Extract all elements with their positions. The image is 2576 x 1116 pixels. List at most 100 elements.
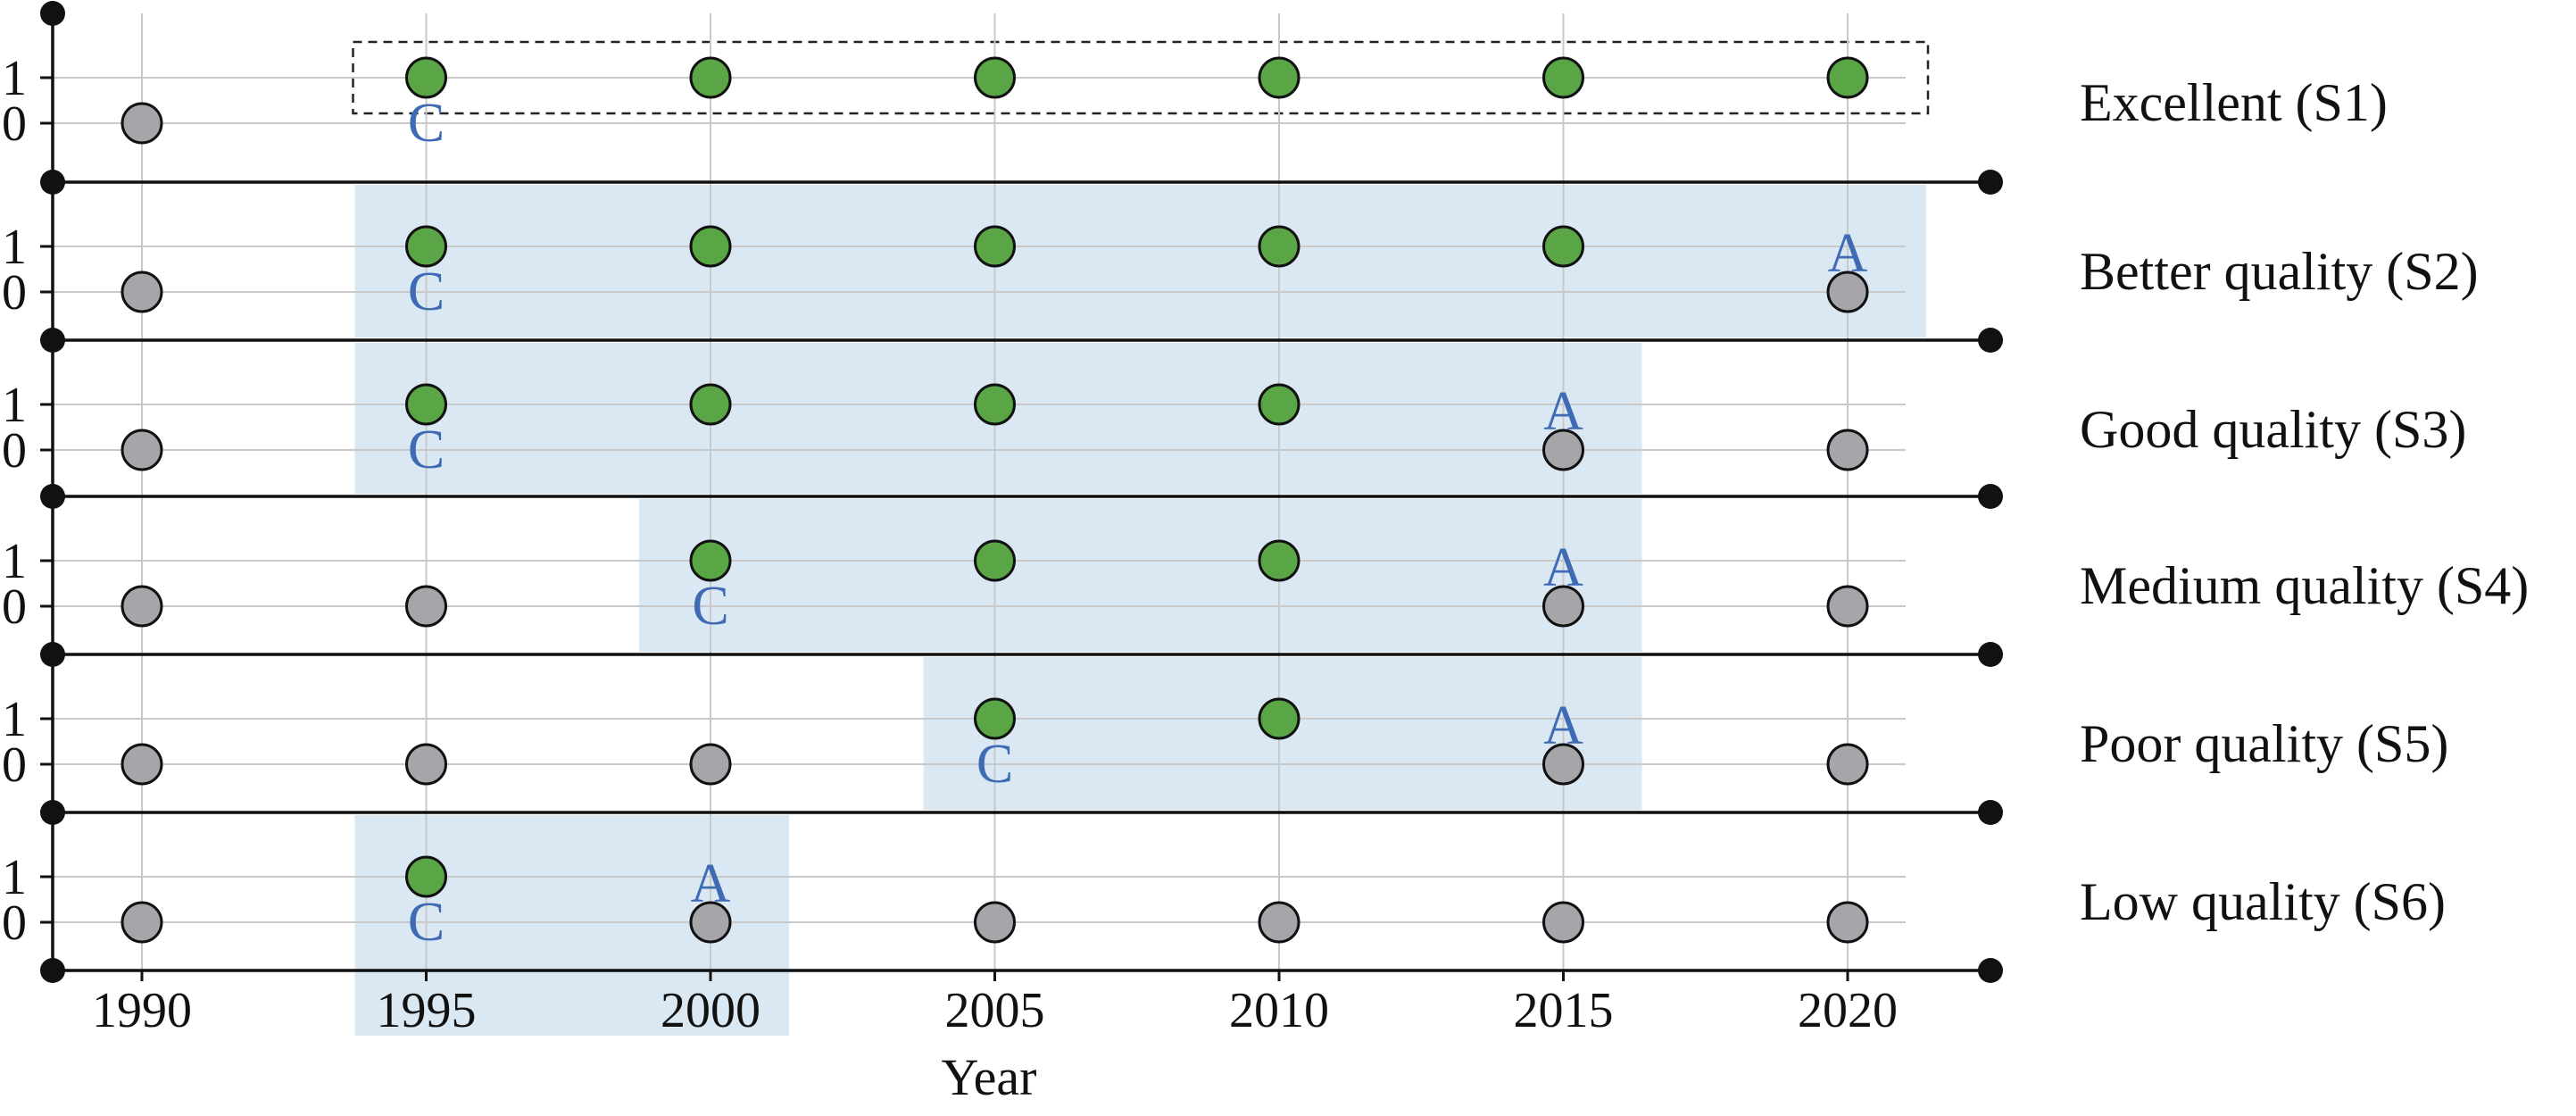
shaded-span-s4 xyxy=(639,499,1642,652)
separator-left-dot-2 xyxy=(40,328,65,353)
separator-right-dot-4 xyxy=(1978,642,2003,667)
separator-right-dot-3 xyxy=(1978,484,2003,509)
dashed-span-box-s1 xyxy=(352,40,1930,115)
marker-a-s5-2015: A xyxy=(1543,695,1583,756)
data-point-s6-1995 xyxy=(405,855,447,898)
data-point-s5-2020 xyxy=(1826,743,1869,786)
y-tick-label-s1-0: 0 xyxy=(2,96,27,152)
marker-c-s4-2000: C xyxy=(692,576,728,637)
separator-left-dot-1 xyxy=(40,170,65,195)
data-point-s4-1995 xyxy=(405,585,447,628)
data-point-s4-2005 xyxy=(974,539,1016,582)
data-point-s2-1990 xyxy=(120,271,163,313)
data-point-s4-2000 xyxy=(689,539,732,582)
separator-right-dot-6 xyxy=(1978,958,2003,983)
y-tick-label-s3-0: 0 xyxy=(2,423,27,479)
y-tick-label-s3-1: 1 xyxy=(2,378,27,433)
separator-left-dot-6 xyxy=(40,958,65,983)
data-point-s3-2020 xyxy=(1826,429,1869,471)
shaded-span-s2 xyxy=(354,185,1926,337)
y-tick-label-s1-1: 1 xyxy=(2,51,27,106)
data-point-s2-2005 xyxy=(974,225,1016,268)
data-point-s2-2000 xyxy=(689,225,732,268)
data-point-s4-1990 xyxy=(120,585,163,628)
data-point-s1-2020 xyxy=(1826,56,1869,99)
panel-label-s1: Excellent (S1) xyxy=(2080,73,2388,132)
marker-a-s2-2020: A xyxy=(1828,223,1868,284)
data-point-s2-2010 xyxy=(1258,225,1300,268)
x-tick-label-2010: 2010 xyxy=(1229,983,1329,1038)
data-point-s3-1990 xyxy=(120,429,163,471)
data-point-s3-2005 xyxy=(974,383,1016,426)
axes xyxy=(40,1,2003,983)
data-point-s3-1995 xyxy=(405,383,447,426)
data-point-s2-2015 xyxy=(1542,225,1584,268)
data-point-s6-2015 xyxy=(1542,901,1584,944)
data-point-s6-2020 xyxy=(1826,901,1869,944)
marker-c-s5-2005: C xyxy=(976,734,1013,795)
x-tick-label-2020: 2020 xyxy=(1798,983,1898,1038)
separator-left-dot-4 xyxy=(40,642,65,667)
data-points xyxy=(120,56,1869,944)
panel-label-s6: Low quality (S6) xyxy=(2080,872,2446,931)
shaded-spans xyxy=(352,40,1930,1036)
x-tick-label-1995: 1995 xyxy=(377,983,477,1038)
data-point-s3-2010 xyxy=(1258,383,1300,426)
data-point-s6-2005 xyxy=(974,901,1016,944)
panel-label-s4: Medium quality (S4) xyxy=(2080,556,2529,615)
x-tick-label-2015: 2015 xyxy=(1514,983,1614,1038)
marker-a-s3-2015: A xyxy=(1543,381,1583,442)
data-point-s5-2005 xyxy=(974,697,1016,740)
data-point-s1-2010 xyxy=(1258,56,1300,99)
y-tick-label-s6-0: 0 xyxy=(2,895,27,951)
chart-text: 10 Excellent (S1)C10 Better quality (S2)CA… xyxy=(2,51,2529,1038)
separator-right-dot-5 xyxy=(1978,800,2003,825)
y-tick-label-s4-0: 0 xyxy=(2,579,27,635)
marker-c-s3-1995: C xyxy=(408,420,445,480)
panel-label-s3: Good quality (S3) xyxy=(2080,400,2466,459)
data-point-s6-2010 xyxy=(1258,901,1300,944)
data-point-s4-2020 xyxy=(1826,585,1869,628)
separator-right-dot-1 xyxy=(1978,170,2003,195)
data-point-s4-2010 xyxy=(1258,539,1300,582)
data-point-s1-1990 xyxy=(120,102,163,145)
marker-c-s1-1995: C xyxy=(408,93,445,154)
data-point-s6-2000 xyxy=(689,901,732,944)
y-tick-label-s4-1: 1 xyxy=(2,534,27,589)
marker-a-s6-2000: A xyxy=(691,854,731,914)
marker-a-s4-2015: A xyxy=(1543,537,1583,598)
data-point-s3-2000 xyxy=(689,383,732,426)
y-tick-label-s2-1: 1 xyxy=(2,220,27,275)
data-point-s3-2015 xyxy=(1542,429,1584,471)
data-point-s5-1990 xyxy=(120,743,163,786)
data-point-s5-2015 xyxy=(1542,743,1584,786)
data-point-s4-2015 xyxy=(1542,585,1584,628)
marker-c-s6-1995: C xyxy=(408,892,445,953)
separator-left-dot-5 xyxy=(40,800,65,825)
data-point-s5-1995 xyxy=(405,743,447,786)
y-axis-top-dot xyxy=(40,1,65,26)
data-point-s2-1995 xyxy=(405,225,447,268)
data-point-s2-2020 xyxy=(1826,271,1869,313)
y-tick-label-s5-1: 1 xyxy=(2,692,27,747)
panel-label-s5: Poor quality (S5) xyxy=(2080,714,2448,773)
panel-label-s2: Better quality (S2) xyxy=(2080,242,2479,301)
data-point-s1-2005 xyxy=(974,56,1016,99)
marker-c-s2-1995: C xyxy=(408,262,445,322)
data-point-s1-1995 xyxy=(405,56,447,99)
x-tick-label-2005: 2005 xyxy=(945,983,1045,1038)
x-tick-label-2000: 2000 xyxy=(661,983,760,1038)
x-axis-title: Year xyxy=(942,1048,1037,1106)
data-point-s5-2000 xyxy=(689,743,732,786)
separator-right-dot-2 xyxy=(1978,328,2003,353)
x-tick-label-1990: 1990 xyxy=(92,983,192,1038)
y-tick-label-s2-0: 0 xyxy=(2,265,27,321)
y-tick-label-s6-1: 1 xyxy=(2,850,27,905)
separator-left-dot-3 xyxy=(40,484,65,509)
data-point-s1-2015 xyxy=(1542,56,1584,99)
y-tick-label-s5-0: 0 xyxy=(2,737,27,793)
data-point-s1-2000 xyxy=(689,56,732,99)
data-point-s6-1990 xyxy=(120,901,163,944)
data-point-s5-2010 xyxy=(1258,697,1300,740)
